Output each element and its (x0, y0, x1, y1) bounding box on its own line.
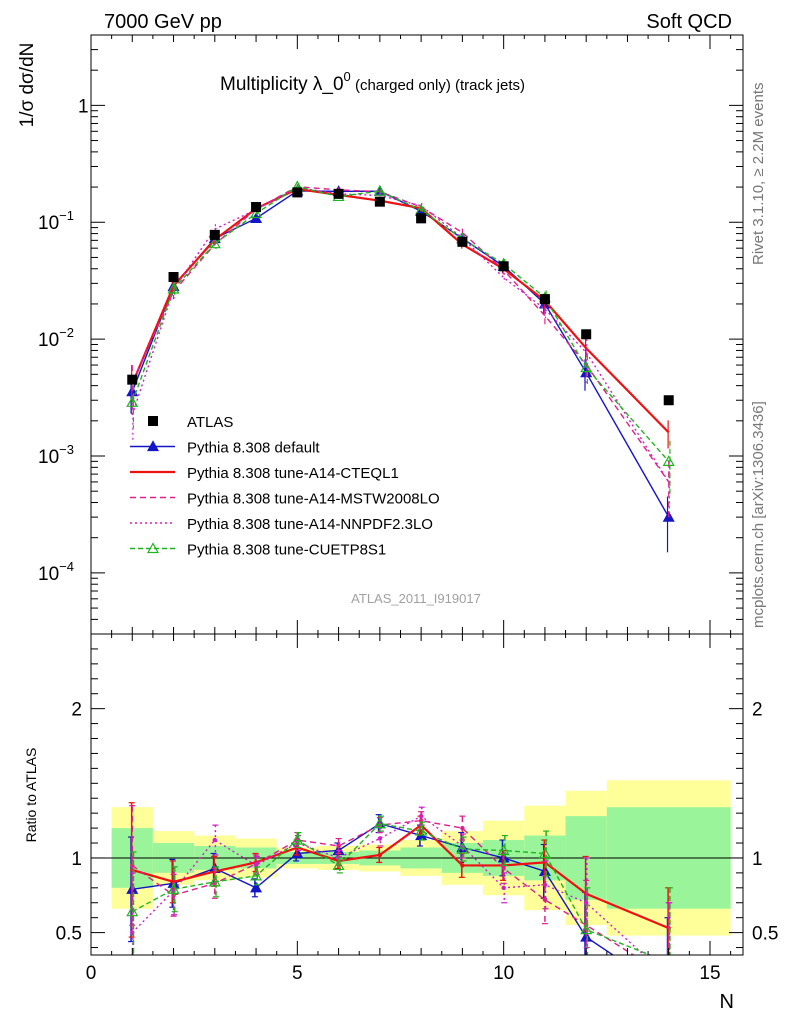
legend-label: Pythia 8.308 default (187, 440, 320, 457)
ratio-marker (667, 975, 671, 979)
atlas-point (663, 395, 674, 406)
main-marker (250, 207, 263, 219)
legend-entry: Pythia 8.308 tune-A14-MSTW2008LO (130, 491, 440, 508)
ratio-marker (460, 825, 465, 831)
ratio-marker (332, 859, 345, 871)
ratio-marker (126, 905, 139, 917)
legend-label: Pythia 8.308 tune-A14-MSTW2008LO (187, 491, 440, 508)
ratio-marker (291, 833, 304, 845)
header-right: Soft QCD (646, 11, 732, 33)
bottom-frame (90, 633, 744, 956)
watermark: ATLAS_2011_I919017 (351, 591, 481, 606)
legend-entry: Pythia 8.308 tune-A14-NNPDF2.3LO (130, 516, 433, 533)
header-left: 7000 GeV pp (104, 11, 222, 33)
atlas-point (416, 213, 427, 224)
y-axis-label-bottom: Ratio to ATLAS (23, 748, 39, 843)
x-tick-label: 5 (292, 963, 303, 984)
legend-entry: Pythia 8.308 default (130, 440, 320, 457)
y-tick-label-top: 10−1 (38, 208, 74, 234)
x-tick-label: 10 (493, 963, 514, 984)
main-marker (373, 184, 386, 196)
ratio-marker (501, 866, 506, 871)
legend-label: Pythia 8.308 tune-A14-CTEQL1 (187, 465, 399, 482)
legend: ATLAS Pythia 8.308 default Pythia 8.308 tu… (130, 414, 440, 559)
ratio-marker (580, 923, 593, 935)
y-tick-label-bottom-left: 2 (71, 700, 82, 721)
atlas-point (333, 188, 344, 199)
ratio-marker (664, 987, 674, 996)
ratio-marker (542, 882, 548, 888)
legend-label: ATLAS (187, 414, 233, 431)
ratio-marker (336, 843, 341, 849)
plot-frames (90, 34, 744, 956)
rivet-label: Rivet 3.1.10, ≥ 2.2M events (750, 83, 767, 266)
y-tick-label-bottom-left: 0.5 (56, 924, 82, 945)
series-main-1 (131, 186, 670, 449)
chart-title: Multiplicity λ_00 (charged only) (track … (220, 69, 525, 95)
x-tick-label: 15 (699, 963, 720, 984)
atlas-point (168, 272, 179, 283)
atlas-point (457, 236, 468, 247)
atlas-point (539, 294, 550, 305)
y-tick-label-bottom-right: 0.5 (752, 924, 778, 945)
legend-entry: Pythia 8.308 tune-CUETP8S1 (130, 542, 386, 559)
y-axis-label-top: 1/σ dσ/dN (17, 43, 38, 128)
y-tick-label-top: 10−3 (38, 442, 74, 468)
atlas-point (127, 374, 138, 385)
y-tick-label-top: 10−2 (38, 325, 74, 351)
main-marker (662, 455, 675, 466)
atlas-data (127, 187, 674, 406)
y-tick-label-top: 10−4 (38, 559, 74, 585)
main-marker (208, 237, 221, 249)
tick-labels: 0 5 10 15 10−4 10−3 10−2 10−1 1 0.5 0.5 1 1 2 2 (38, 96, 778, 984)
ratio-marker (250, 869, 263, 881)
legend-marker (148, 416, 158, 426)
ratio-marker (250, 881, 263, 893)
mcplots-label: mcplots.cern.ch [arXiv:1306.3436] (750, 401, 767, 628)
atlas-point (292, 187, 303, 198)
atlas-point (209, 229, 220, 240)
y-tick-label-bottom-right: 1 (752, 849, 763, 870)
ratio-marker (208, 875, 221, 887)
y-tick-label-bottom-left: 1 (71, 849, 82, 870)
x-tick-label: 0 (86, 963, 97, 984)
uncertainty-bands (91, 780, 743, 936)
atlas-point (251, 202, 262, 213)
atlas-point (581, 329, 592, 340)
main-marker (167, 282, 180, 294)
ratio-marker (373, 817, 386, 829)
ratio-marker (542, 897, 548, 902)
ratio-marker (415, 824, 428, 836)
ratio-marker (664, 957, 674, 966)
ratio-line (131, 822, 652, 955)
ratio-marker (212, 837, 217, 843)
main-marker (126, 396, 139, 407)
x-axis-label: N (720, 991, 734, 1013)
ratio-marker (501, 885, 506, 891)
atlas-point (498, 261, 509, 272)
legend-marker (146, 440, 160, 452)
legend-entry: ATLAS (148, 414, 233, 431)
title-superscript: 0 (344, 69, 351, 84)
main-marker (580, 361, 593, 373)
series-ratio-4 (126, 815, 674, 966)
ratio-marker (456, 842, 469, 854)
ratio-marker (418, 813, 424, 819)
ratio-marker (460, 863, 465, 868)
ratio-marker (377, 852, 383, 858)
main-line (131, 187, 670, 434)
y-tick-label-bottom-right: 2 (752, 700, 763, 721)
ratio-marker (167, 883, 180, 894)
ratio-marker (538, 847, 551, 859)
atlas-point (374, 196, 385, 207)
ratio-marker (377, 836, 383, 841)
ratio-marker (667, 975, 671, 979)
legend-marker (146, 542, 160, 554)
y-tick-label-top: 1 (78, 96, 89, 117)
legend-entry: Pythia 8.308 tune-A14-CTEQL1 (130, 465, 399, 482)
legend-label: Pythia 8.308 tune-CUETP8S1 (187, 542, 386, 559)
ratio-marker (497, 844, 510, 856)
legend-label: Pythia 8.308 tune-A14-NNPDF2.3LO (187, 516, 433, 533)
